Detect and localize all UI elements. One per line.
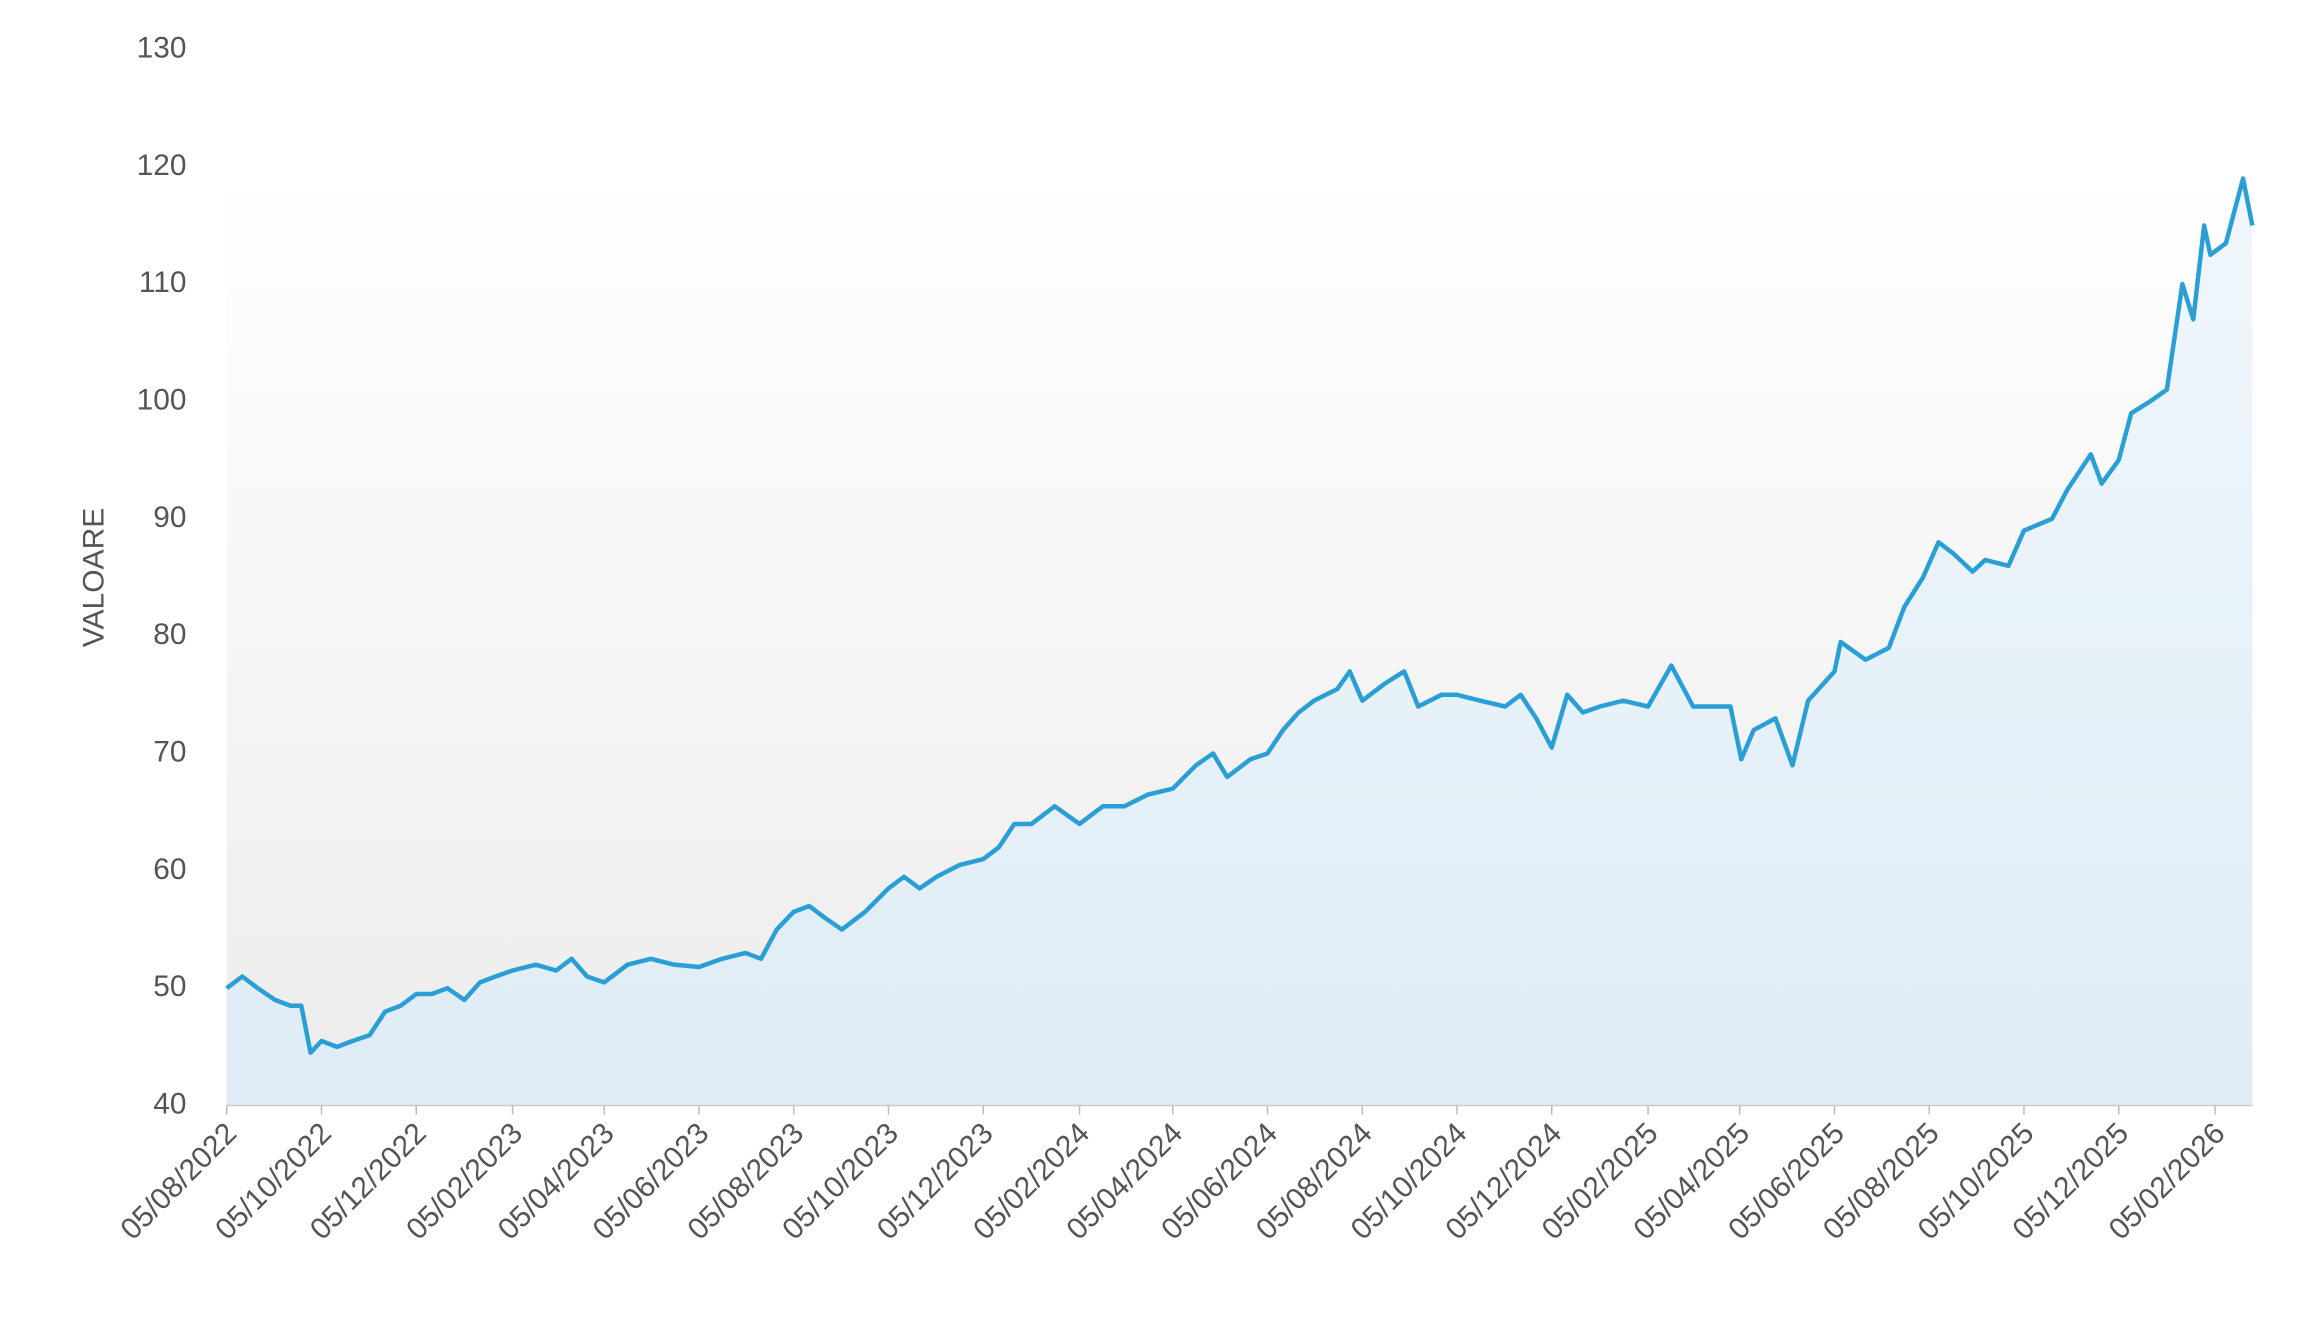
y-tick-label: 80 (153, 618, 186, 651)
y-tick-label: 120 (137, 149, 187, 182)
y-tick-label: 100 (137, 383, 187, 416)
area (226, 178, 2253, 1106)
y-tick-label: 110 (139, 266, 187, 299)
y-tick-label: 50 (153, 970, 186, 1003)
y-axis-label: VALOARE (77, 508, 110, 647)
y-tick-label: 60 (153, 853, 186, 886)
y-tick-label: 90 (153, 501, 186, 534)
y-tick-label: 40 (153, 1087, 186, 1120)
y-tick-label: 130 (137, 31, 187, 64)
line (225, 176, 2255, 1055)
y-tick-label: 70 (153, 735, 186, 768)
